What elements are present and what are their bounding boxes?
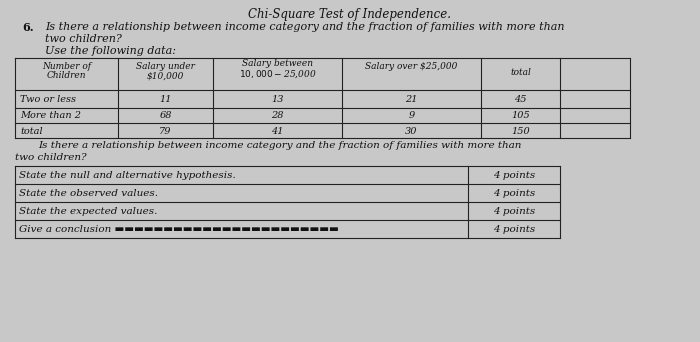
- Text: More than 2: More than 2: [20, 111, 81, 120]
- Text: 11: 11: [160, 95, 172, 104]
- Text: Number of: Number of: [42, 62, 91, 71]
- Text: Salary between: Salary between: [242, 59, 313, 68]
- Text: 21: 21: [405, 95, 418, 104]
- Text: 13: 13: [272, 95, 284, 104]
- Text: 150: 150: [511, 127, 530, 135]
- Text: 6.: 6.: [22, 22, 34, 33]
- Text: Chi-Square Test of Independence.: Chi-Square Test of Independence.: [248, 8, 452, 21]
- Text: 45: 45: [514, 95, 526, 104]
- Text: Give a conclusion ▬▬▬▬▬▬▬▬▬▬▬▬▬▬▬▬▬▬▬▬▬▬▬: Give a conclusion ▬▬▬▬▬▬▬▬▬▬▬▬▬▬▬▬▬▬▬▬▬▬…: [19, 225, 339, 234]
- Text: 4 points: 4 points: [493, 207, 535, 216]
- Text: 105: 105: [511, 111, 530, 120]
- Text: 4 points: 4 points: [493, 225, 535, 234]
- Text: Salary over $25,000: Salary over $25,000: [365, 62, 458, 71]
- Text: State the null and alternative hypothesis.: State the null and alternative hypothesi…: [19, 171, 236, 180]
- Text: Use the following data:: Use the following data:: [45, 46, 176, 56]
- Text: Is there a relationship between income category and the fraction of families wit: Is there a relationship between income c…: [45, 22, 564, 32]
- Text: Is there a relationship between income category and the fraction of families wit: Is there a relationship between income c…: [38, 141, 522, 150]
- Text: 4 points: 4 points: [493, 171, 535, 180]
- Text: State the observed values.: State the observed values.: [19, 189, 158, 198]
- Text: 68: 68: [160, 111, 172, 120]
- Text: Salary under: Salary under: [136, 62, 195, 71]
- Text: two children?: two children?: [45, 34, 122, 44]
- Text: Children: Children: [47, 71, 86, 80]
- Text: $10,000: $10,000: [147, 71, 184, 80]
- Text: two children?: two children?: [15, 153, 87, 162]
- Text: State the expected values.: State the expected values.: [19, 207, 158, 216]
- Text: $10,000-$25,000: $10,000-$25,000: [239, 68, 316, 80]
- Text: 4 points: 4 points: [493, 189, 535, 198]
- Text: 9: 9: [408, 111, 414, 120]
- Text: 41: 41: [272, 127, 284, 135]
- Text: total: total: [20, 127, 43, 135]
- Text: total: total: [510, 68, 531, 77]
- Text: Two or less: Two or less: [20, 95, 76, 104]
- Text: 28: 28: [272, 111, 284, 120]
- Text: 30: 30: [405, 127, 418, 135]
- Text: 79: 79: [160, 127, 172, 135]
